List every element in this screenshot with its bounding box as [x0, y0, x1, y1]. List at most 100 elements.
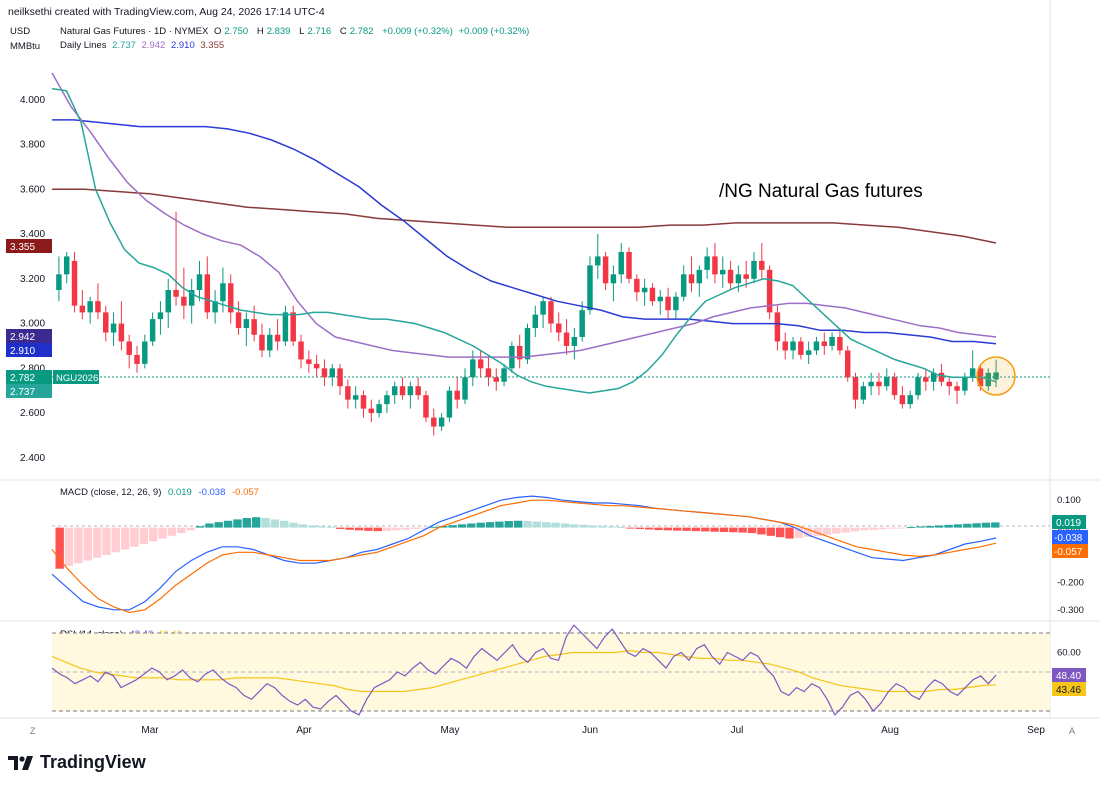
macd-histogram-bar	[775, 527, 785, 538]
macd-histogram-bar	[766, 527, 775, 536]
badge-rsi: 48.40	[1052, 668, 1086, 682]
candle-body	[798, 341, 804, 355]
candle-body	[759, 260, 765, 270]
macd-histogram-bar	[944, 524, 953, 528]
macd-histogram-bar	[504, 521, 513, 528]
rsi-axis[interactable]: 60.00	[1057, 648, 1081, 659]
macd-tick-label: 0.100	[1057, 495, 1081, 506]
price-tick-label: 3.800	[20, 140, 45, 151]
svg-text:-0.057: -0.057	[1054, 547, 1083, 558]
badge-ma200: 3.355	[6, 239, 52, 253]
time-tick-label: Jun	[582, 725, 598, 736]
ma50-value: 2.942	[141, 40, 166, 51]
candle-body	[126, 341, 132, 355]
candle-body	[267, 334, 273, 351]
macd-histogram-bar	[897, 527, 906, 529]
candles	[56, 211, 999, 436]
macd-histogram-bar	[888, 527, 897, 529]
macd-histogram-bar	[663, 527, 673, 531]
candle-body	[618, 251, 624, 275]
legend-change: +0.009 (+0.32%)	[382, 26, 453, 37]
macd-histogram-bar	[682, 527, 691, 531]
candle-body	[595, 256, 601, 266]
macd-histogram-bar	[916, 526, 925, 528]
candle-body	[259, 334, 265, 351]
macd-histogram-bar	[813, 527, 822, 536]
candle-body	[782, 341, 788, 351]
svg-text:0.019: 0.019	[1056, 518, 1081, 529]
candle-body	[243, 319, 250, 329]
macd-histogram-bar	[991, 522, 1000, 528]
candle-body	[212, 301, 218, 313]
badge-rsi-ma: 43.46	[1052, 682, 1086, 696]
macd-legend-line: -0.038	[198, 487, 226, 498]
price-tick-label: 3.000	[20, 319, 45, 330]
ma20-line	[51, 87, 997, 394]
macd-legend[interactable]: MACD (close, 12, 26, 9) 0.019 -0.038 -0.…	[60, 487, 259, 498]
rsi-line	[51, 624, 997, 716]
candle-body	[930, 372, 937, 382]
candle-body	[634, 278, 640, 293]
candle-body	[548, 301, 554, 324]
svg-text:-0.038: -0.038	[1054, 533, 1083, 544]
macd-histogram-bar	[411, 527, 420, 529]
macd-histogram-bar	[308, 525, 317, 528]
svg-text:2.910: 2.910	[10, 346, 35, 357]
macd-histogram-bar	[542, 522, 551, 528]
candle-body	[844, 350, 851, 378]
candle-body	[110, 323, 117, 333]
macd-histogram-bar	[429, 526, 439, 528]
macd-histogram-bar	[158, 527, 167, 539]
daily-lines-label: Daily Lines	[60, 40, 107, 51]
candle-body	[899, 395, 906, 405]
macd-histogram-bar	[111, 527, 120, 553]
corner-left-label[interactable]: Z	[30, 726, 36, 736]
svg-text:3.355: 3.355	[10, 242, 35, 253]
macd-histogram-bar	[935, 525, 944, 528]
candle-body	[868, 381, 874, 387]
candle-body	[227, 283, 234, 313]
candle-body	[727, 269, 734, 284]
candle-body	[626, 251, 632, 279]
unit-label: MMBtu	[10, 41, 41, 52]
macd-histogram-bar	[701, 527, 710, 532]
price-tick-label: 4.000	[20, 95, 45, 106]
legend-open: O 2.750	[214, 26, 249, 37]
candle-body	[368, 408, 375, 414]
legend-low: L 2.716	[299, 26, 332, 37]
candle-body	[181, 296, 187, 306]
auto-scale-button[interactable]: A	[1069, 726, 1076, 736]
macd-histogram-bar	[906, 527, 916, 529]
svg-text:43.46: 43.46	[1056, 685, 1081, 696]
macd-histogram-bar	[878, 527, 888, 530]
candle-body	[969, 368, 976, 378]
macd-histogram-bar	[83, 527, 92, 561]
macd-histogram-bar	[972, 523, 981, 528]
candle-body	[352, 395, 359, 400]
macd-legend-signal: -0.057	[232, 487, 259, 498]
macd-histogram-bar	[495, 521, 504, 528]
symbol-legend[interactable]: Natural Gas Futures · 1D · NYMEX O 2.750 …	[60, 26, 532, 37]
macd-histogram-bar	[382, 527, 392, 531]
brand-name: TradingView	[40, 752, 146, 772]
time-axis[interactable]: Mar Apr May Jun Jul Aug Sep	[141, 725, 1045, 736]
candle-body	[103, 312, 109, 333]
candle-body	[313, 363, 320, 369]
macd-histogram-bar	[476, 522, 485, 528]
time-tick-label: Jul	[731, 725, 744, 736]
macd-histogram-bar	[345, 527, 354, 530]
ma100-value: 2.910	[170, 40, 195, 51]
candle-body	[962, 377, 968, 391]
price-axis[interactable]: 4.000 3.800 3.600 3.400 3.200 3.000 2.800 2.600…	[20, 95, 45, 464]
macd-histogram-bar	[457, 524, 467, 528]
price-tick-label: 2.600	[20, 408, 45, 419]
daily-lines-legend[interactable]: Daily Lines 2.737 2.942 2.910 3.355	[60, 40, 227, 51]
macd-histogram-bar	[513, 520, 523, 528]
macd-histogram-bar	[822, 527, 832, 535]
badge-macd-line: -0.038	[1052, 530, 1088, 544]
candle-body	[407, 386, 414, 396]
currency-unit-label[interactable]: USD MMBtu	[10, 24, 40, 54]
svg-text:48.40: 48.40	[1056, 671, 1081, 682]
macd-histogram-bar	[850, 527, 860, 532]
